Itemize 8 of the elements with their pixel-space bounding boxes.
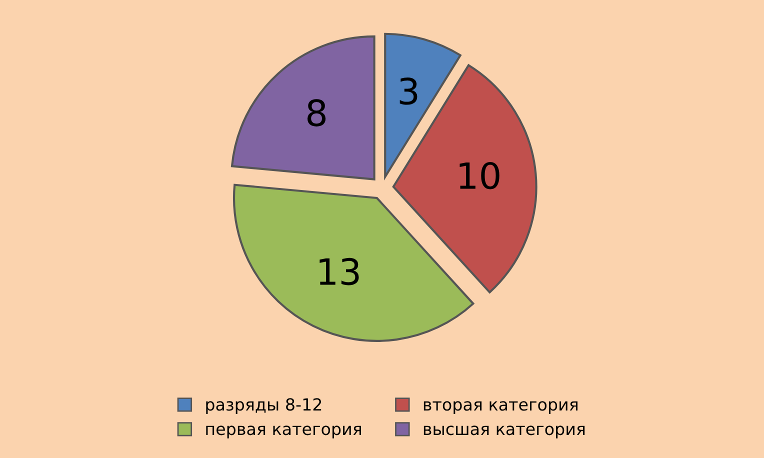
legend-label: разряды 8-12	[206, 398, 322, 414]
legend-label: первая категория	[206, 426, 361, 438]
data-label: 8	[308, 99, 326, 126]
data-label: 3	[400, 77, 418, 105]
legend-label: высшая категория	[424, 426, 585, 438]
data-label: 10	[460, 162, 500, 190]
data-label: 13	[320, 258, 359, 286]
legend-label: вторая категория	[424, 401, 578, 414]
